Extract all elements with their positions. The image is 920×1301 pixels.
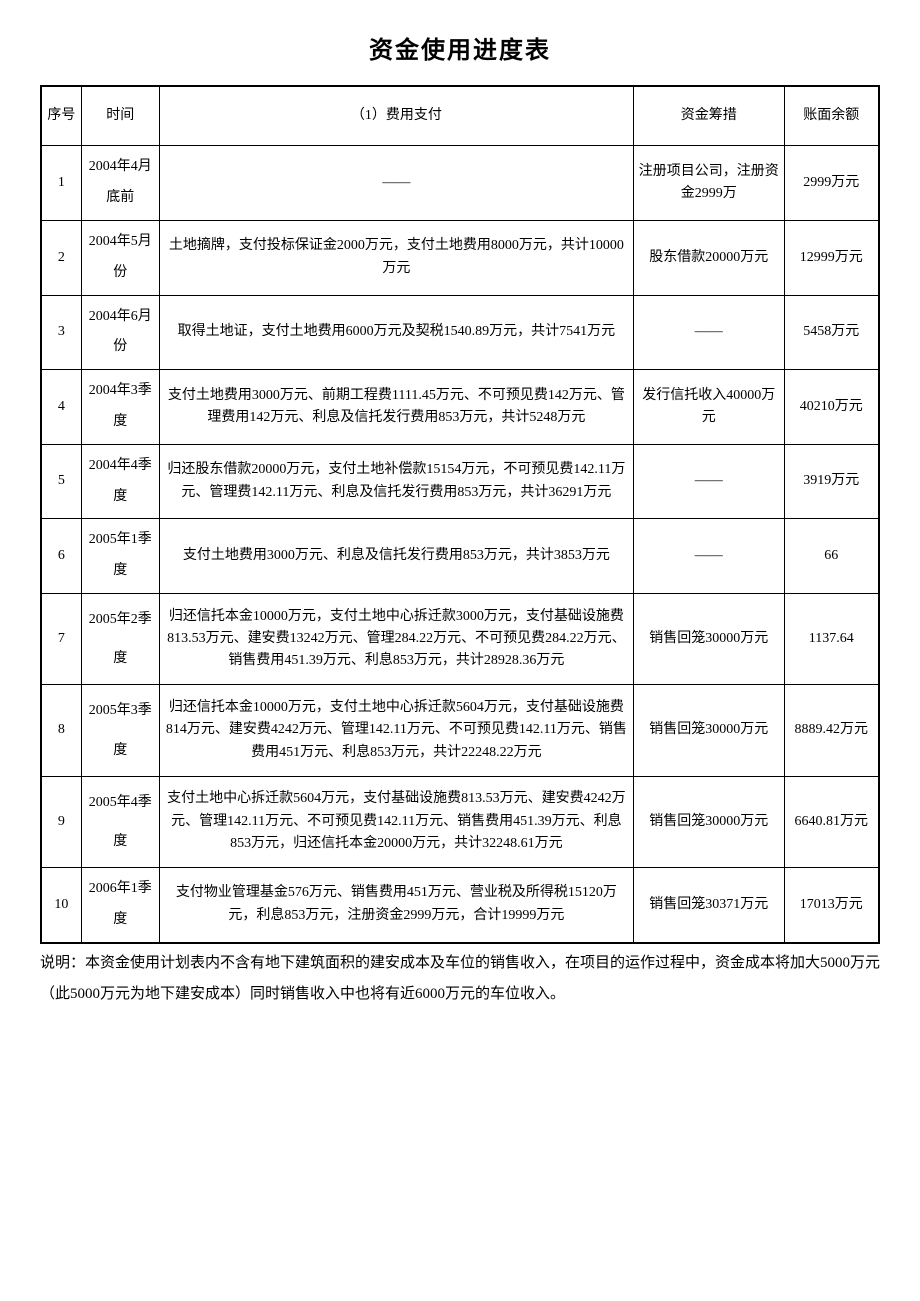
cell-seq: 3 [41, 295, 81, 370]
cell-seq: 7 [41, 593, 81, 684]
cell-funding: 发行信托收入40000万元 [633, 370, 784, 445]
cell-time: 2004年4季度 [81, 444, 159, 519]
cell-funding: 销售回笼30000万元 [633, 685, 784, 776]
cell-funding: 销售回笼30000万元 [633, 593, 784, 684]
cell-expense: —— [159, 146, 633, 221]
header-balance: 账面余额 [784, 86, 879, 146]
cell-funding: 销售回笼30000万元 [633, 776, 784, 867]
cell-seq: 5 [41, 444, 81, 519]
cell-funding: —— [633, 519, 784, 594]
cell-time: 2005年4季度 [81, 776, 159, 867]
table-row: 32004年6月份取得土地证，支付土地费用6000万元及契税1540.89万元，… [41, 295, 879, 370]
cell-seq: 1 [41, 146, 81, 221]
cell-balance: 40210万元 [784, 370, 879, 445]
cell-expense: 取得土地证，支付土地费用6000万元及契税1540.89万元，共计7541万元 [159, 295, 633, 370]
cell-expense: 支付物业管理基金576万元、销售费用451万元、营业税及所得税15120万元，利… [159, 868, 633, 943]
header-funding: 资金筹措 [633, 86, 784, 146]
cell-seq: 9 [41, 776, 81, 867]
cell-funding: 股东借款20000万元 [633, 220, 784, 295]
table-header-row: 序号 时间 （1）费用支付 资金筹措 账面余额 [41, 86, 879, 146]
cell-expense: 支付土地中心拆迁款5604万元，支付基础设施费813.53万元、建安费4242万… [159, 776, 633, 867]
cell-balance: 5458万元 [784, 295, 879, 370]
table-body: 12004年4月底前——注册项目公司，注册资金2999万2999万元22004年… [41, 146, 879, 943]
table-row: 22004年5月份土地摘牌，支付投标保证金2000万元，支付土地费用8000万元… [41, 220, 879, 295]
table-row: 42004年3季度支付土地费用3000万元、前期工程费1111.45万元、不可预… [41, 370, 879, 445]
table-row: 82005年3季度归还信托本金10000万元，支付土地中心拆迁款5604万元，支… [41, 685, 879, 776]
cell-balance: 66 [784, 519, 879, 594]
cell-time: 2006年1季度 [81, 868, 159, 943]
fund-usage-table: 序号 时间 （1）费用支付 资金筹措 账面余额 12004年4月底前——注册项目… [40, 85, 880, 944]
cell-time: 2004年4月底前 [81, 146, 159, 221]
cell-balance: 8889.42万元 [784, 685, 879, 776]
footer-note: 说明：本资金使用计划表内不含有地下建筑面积的建安成本及车位的销售收入，在项目的运… [40, 948, 880, 1011]
cell-balance: 17013万元 [784, 868, 879, 943]
cell-seq: 8 [41, 685, 81, 776]
cell-expense: 归还股东借款20000万元，支付土地补偿款15154万元，不可预见费142.11… [159, 444, 633, 519]
table-row: 102006年1季度支付物业管理基金576万元、销售费用451万元、营业税及所得… [41, 868, 879, 943]
header-expense: （1）费用支付 [159, 86, 633, 146]
cell-balance: 1137.64 [784, 593, 879, 684]
table-row: 62005年1季度支付土地费用3000万元、利息及信托发行费用853万元，共计3… [41, 519, 879, 594]
cell-expense: 支付土地费用3000万元、前期工程费1111.45万元、不可预见费142万元、管… [159, 370, 633, 445]
cell-seq: 10 [41, 868, 81, 943]
table-row: 52004年4季度归还股东借款20000万元，支付土地补偿款15154万元，不可… [41, 444, 879, 519]
cell-seq: 6 [41, 519, 81, 594]
cell-time: 2005年2季度 [81, 593, 159, 684]
page-title: 资金使用进度表 [40, 30, 880, 65]
cell-time: 2004年3季度 [81, 370, 159, 445]
cell-balance: 12999万元 [784, 220, 879, 295]
cell-balance: 6640.81万元 [784, 776, 879, 867]
header-seq: 序号 [41, 86, 81, 146]
cell-time: 2005年3季度 [81, 685, 159, 776]
cell-expense: 支付土地费用3000万元、利息及信托发行费用853万元，共计3853万元 [159, 519, 633, 594]
cell-funding: 注册项目公司，注册资金2999万 [633, 146, 784, 221]
cell-balance: 2999万元 [784, 146, 879, 221]
table-row: 72005年2季度归还信托本金10000万元，支付土地中心拆迁款3000万元，支… [41, 593, 879, 684]
cell-expense: 归还信托本金10000万元，支付土地中心拆迁款5604万元，支付基础设施费814… [159, 685, 633, 776]
table-row: 12004年4月底前——注册项目公司，注册资金2999万2999万元 [41, 146, 879, 221]
cell-expense: 归还信托本金10000万元，支付土地中心拆迁款3000万元，支付基础设施费813… [159, 593, 633, 684]
cell-funding: —— [633, 295, 784, 370]
cell-funding: 销售回笼30371万元 [633, 868, 784, 943]
cell-time: 2004年5月份 [81, 220, 159, 295]
table-row: 92005年4季度支付土地中心拆迁款5604万元，支付基础设施费813.53万元… [41, 776, 879, 867]
cell-seq: 4 [41, 370, 81, 445]
cell-expense: 土地摘牌，支付投标保证金2000万元，支付土地费用8000万元，共计10000万… [159, 220, 633, 295]
cell-time: 2004年6月份 [81, 295, 159, 370]
cell-funding: —— [633, 444, 784, 519]
cell-seq: 2 [41, 220, 81, 295]
header-time: 时间 [81, 86, 159, 146]
cell-time: 2005年1季度 [81, 519, 159, 594]
cell-balance: 3919万元 [784, 444, 879, 519]
